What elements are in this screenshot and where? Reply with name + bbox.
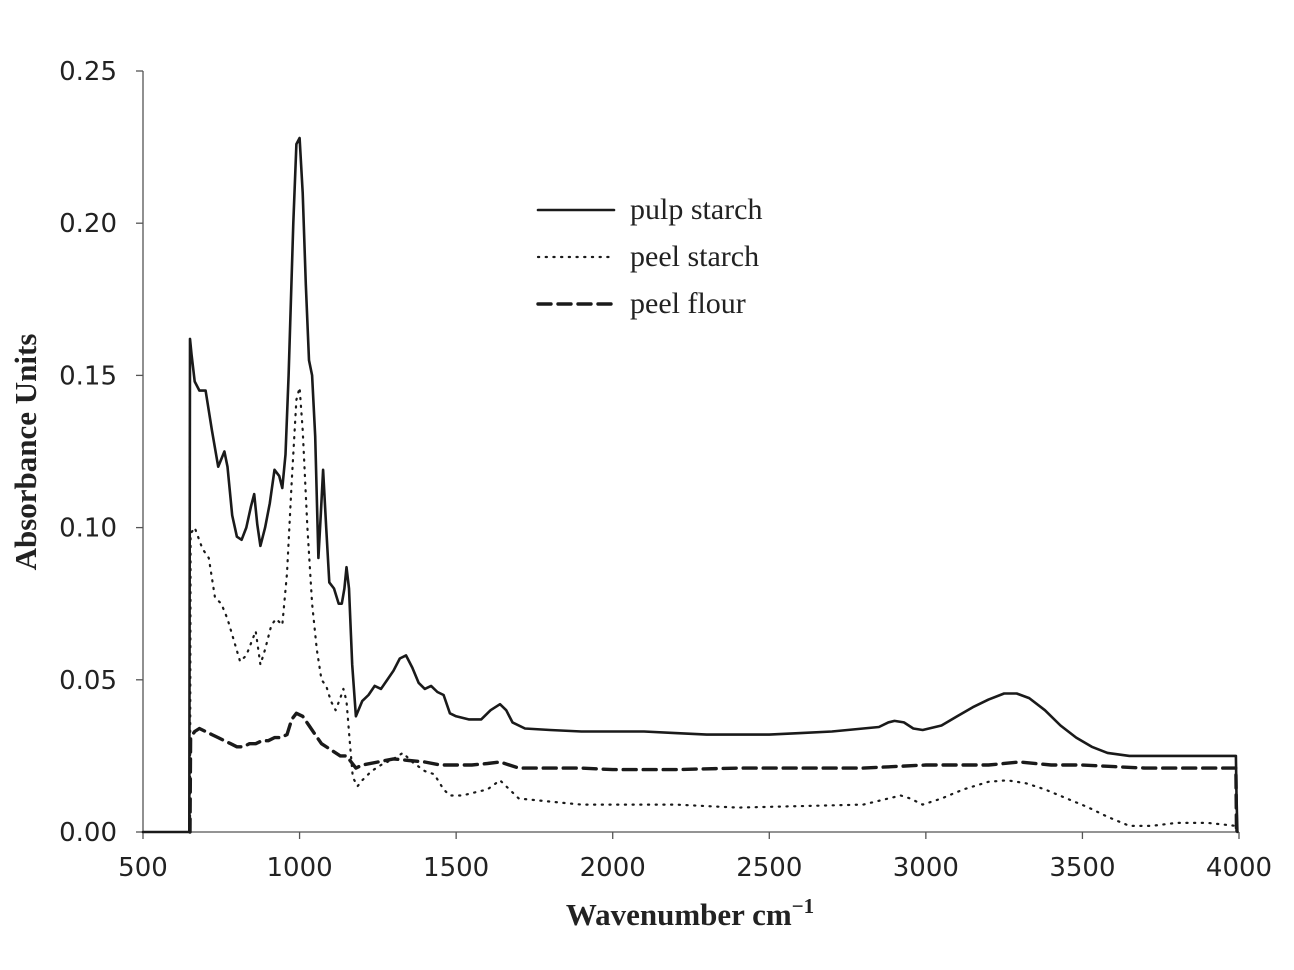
x-axis-title-superscript: −1 (792, 894, 814, 918)
y-tick-label: 0.05 (59, 666, 117, 696)
y-tick-label: 0.10 (59, 514, 117, 544)
y-tick-label: 0.25 (59, 57, 117, 87)
x-tick-label: 1000 (266, 853, 332, 883)
series-line-pulp-starch (141, 136, 1239, 834)
legend-label-peel-flour: peel flour (630, 287, 746, 320)
x-tick-label: 2500 (736, 853, 802, 883)
y-tick-label: 0.15 (59, 361, 117, 391)
y-axis-title: Absorbance Units (8, 334, 43, 571)
legend-label-peel-starch: peel starch (630, 240, 759, 273)
x-ticks: 500 1000 1500 2000 2500 3000 3500 4000 (118, 832, 1272, 883)
y-tick-label: 0.20 (59, 209, 117, 239)
series-lines (141, 136, 1239, 834)
x-tick-label: 3500 (1049, 853, 1115, 883)
series-line-peel-starch (188, 386, 1238, 834)
x-tick-label: 1500 (423, 853, 489, 883)
series-line-peel-flour (188, 711, 1239, 834)
x-tick-label: 2000 (580, 853, 646, 883)
x-tick-label: 500 (118, 853, 168, 883)
legend-label-pulp-starch: pulp starch (630, 193, 762, 226)
x-tick-label: 3000 (893, 853, 959, 883)
axes (142, 71, 1239, 833)
y-ticks: 0.00 0.05 0.10 0.15 0.20 0.25 (59, 57, 143, 848)
legend: pulp starch peel starch peel flour (536, 193, 762, 320)
y-tick-label: 0.00 (59, 818, 117, 848)
x-axis-title: Wavenumber cm−1 (566, 894, 814, 932)
x-tick-label: 4000 (1206, 853, 1272, 883)
